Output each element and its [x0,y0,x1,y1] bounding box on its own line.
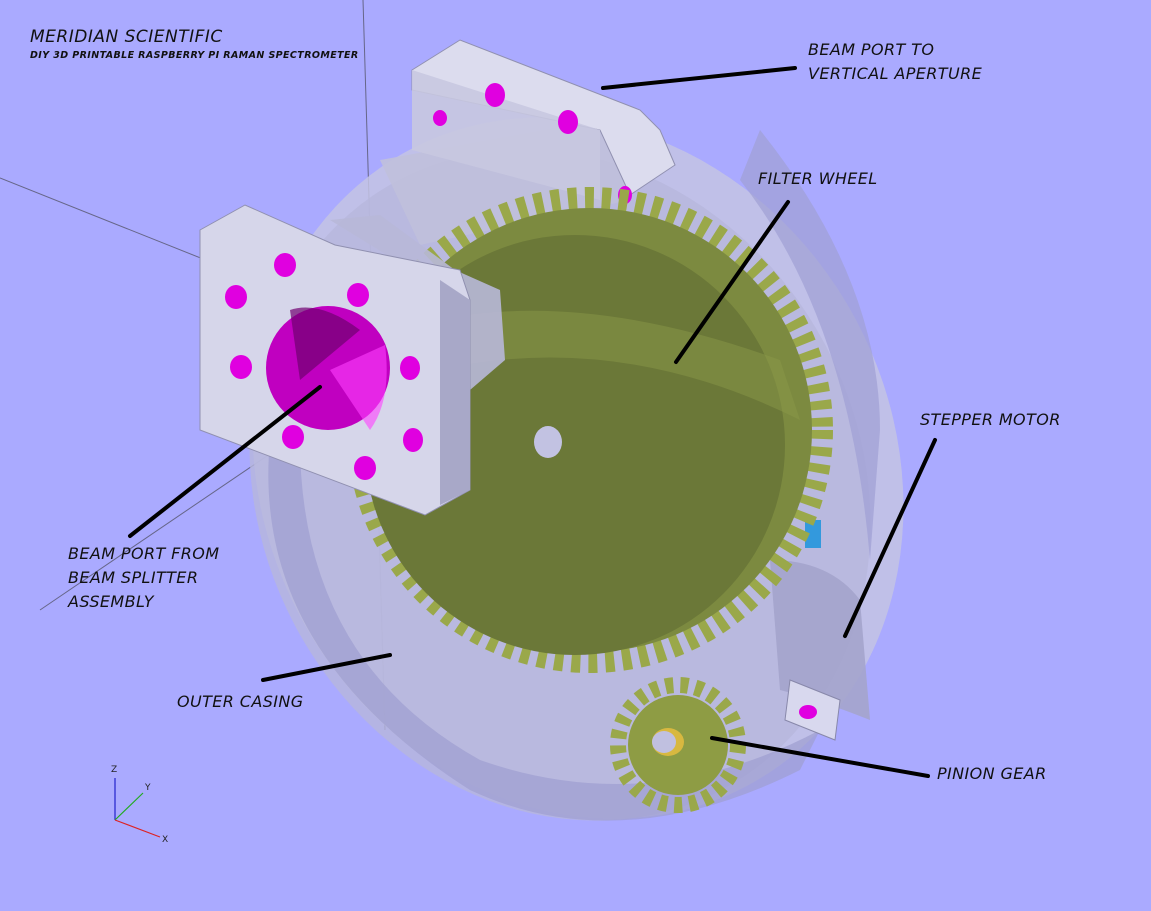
axis-label-y: Y [145,783,151,793]
label-beam-port-vertical: BEAM PORT TO VERTICAL APERTURE [808,38,982,86]
label-outer-casing: OUTER CASING [177,692,304,711]
page-subtitle: DIY 3D PRINTABLE RASPBERRY PI RAMAN SPEC… [30,50,359,61]
pinion-gear [610,677,746,813]
label-line: BEAM PORT FROM [68,544,220,563]
stepper-motor [770,520,870,741]
top-beam-port [380,39,676,245]
label-line: VERTICAL APERTURE [808,64,983,83]
label-line: ASSEMBLY [68,592,154,611]
label-line: BEAM SPLITTER [68,568,199,587]
axis-indicator [114,778,161,838]
label-beam-port-splitter: BEAM PORT FROM BEAM SPLITTER ASSEMBLY [68,542,219,614]
leader-lines [128,66,937,778]
axis-label-z: Z [111,765,118,775]
label-filter-wheel: FILTER WHEEL [758,169,878,188]
axis-label-x: X [162,835,169,845]
label-stepper-motor: STEPPER MOTOR [920,410,1061,429]
label-line: BEAM PORT TO [808,40,935,59]
page-title: MERIDIAN SCIENTIFIC [30,27,223,47]
label-pinion-gear: PINION GEAR [937,764,1047,783]
front-beam-port [199,204,505,516]
